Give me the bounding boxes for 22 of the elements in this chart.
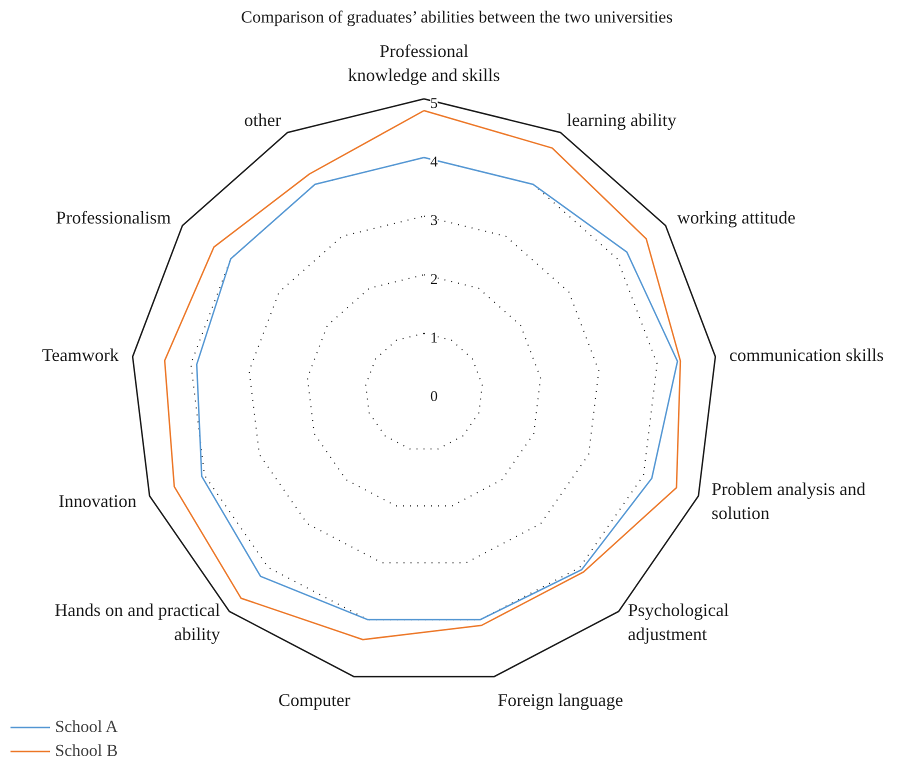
spoke-label: Problem analysis and solution <box>712 478 866 523</box>
spoke-label: Psychological adjustment <box>628 600 729 644</box>
chart-title: Comparison of graduates’ abilities between the two universities <box>241 8 673 26</box>
y-tick-label: 1 <box>430 330 438 346</box>
y-tick-label: 2 <box>430 272 438 288</box>
y-tick-label: 0 <box>430 389 438 406</box>
legend-label: School B <box>55 741 118 761</box>
y-tick-label: 4 <box>430 154 438 171</box>
legend-label: School A <box>55 717 118 737</box>
y-tick-label: 3 <box>430 213 438 230</box>
spoke-label: learning ability <box>566 110 676 130</box>
spoke-label: Computer <box>278 690 350 710</box>
spoke-label: Hands on and practical ability <box>54 600 220 644</box>
spoke-label: working attitude <box>677 208 796 228</box>
spoke-label: Foreign language <box>498 690 624 710</box>
spoke-label: Professionalism <box>56 208 171 228</box>
spoke-label: Professional knowledge and skills <box>348 40 500 85</box>
spoke-label: other <box>244 110 282 130</box>
spoke-label: Teamwork <box>42 345 119 365</box>
spoke-label: communication skills <box>729 345 884 365</box>
y-tick-label: 5 <box>430 96 438 112</box>
spoke-label: Innovation <box>58 490 136 511</box>
